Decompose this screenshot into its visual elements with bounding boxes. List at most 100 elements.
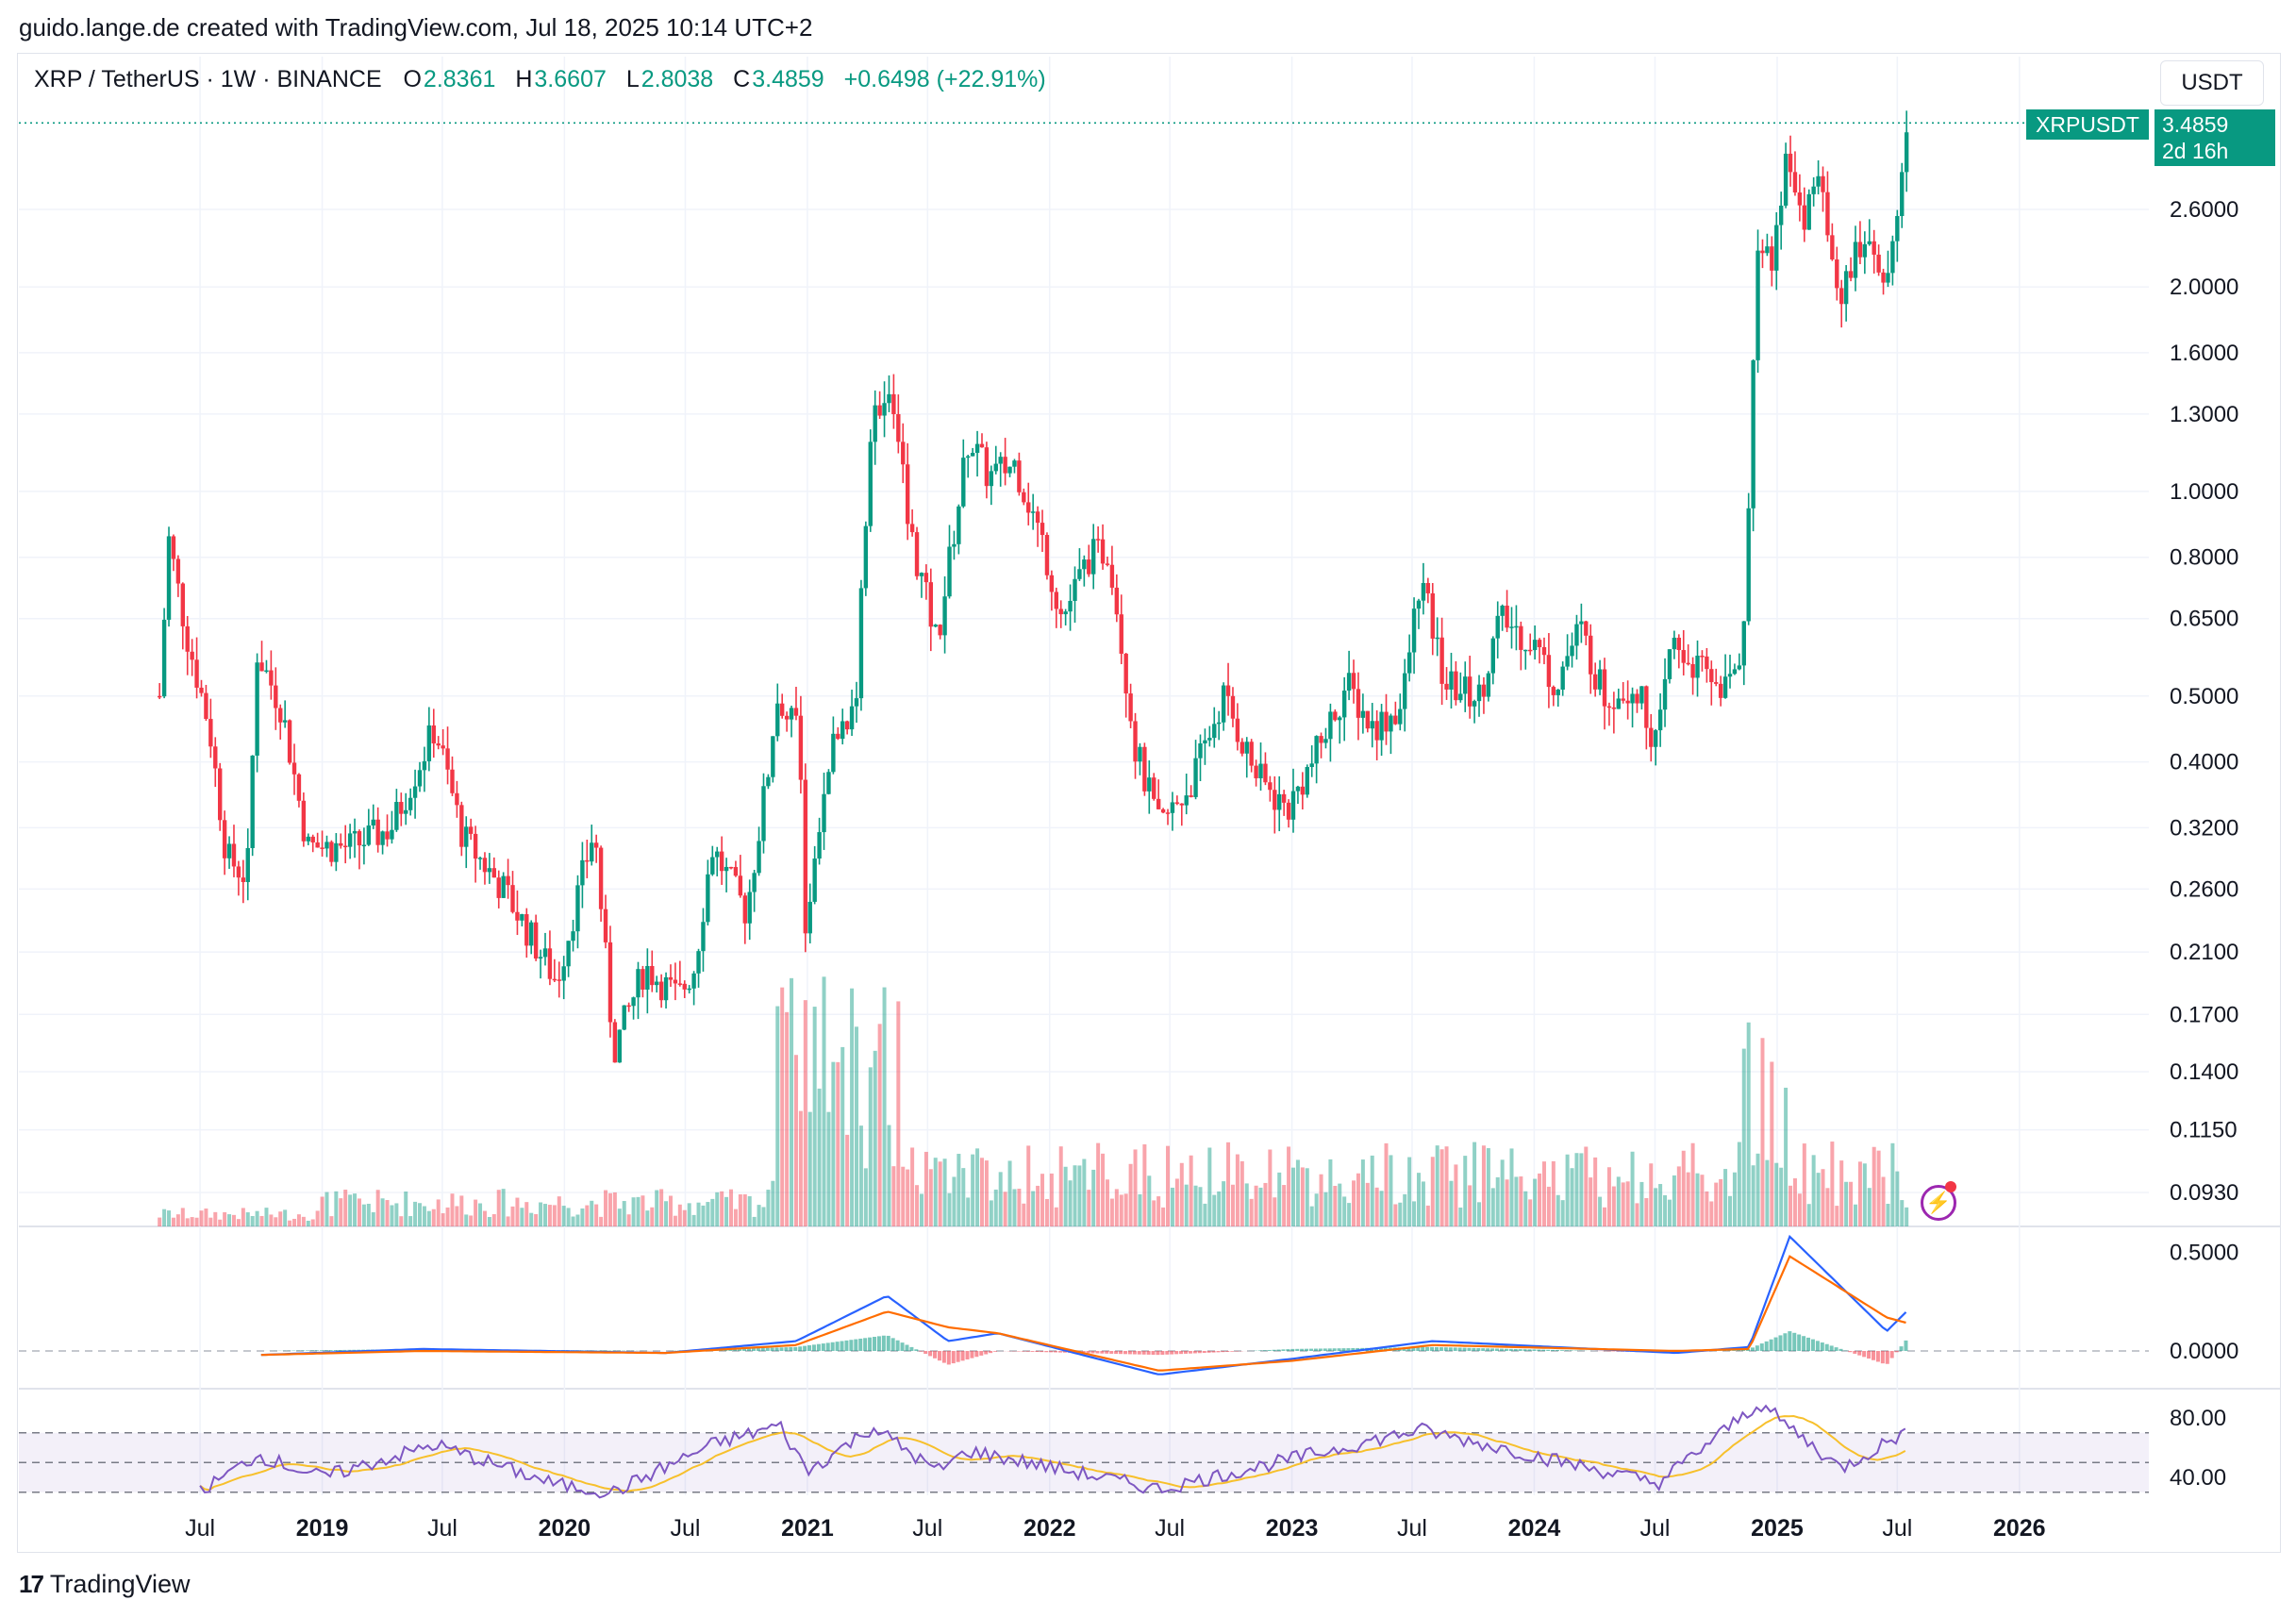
candle-body (1904, 132, 1909, 173)
candle-body (631, 997, 636, 1007)
candle-body (1105, 563, 1110, 565)
lightning-icon[interactable]: ⚡ (1921, 1185, 1956, 1221)
candle-body (798, 715, 804, 780)
macd-histogram-bar (1857, 1351, 1862, 1356)
volume-bar (1500, 1159, 1505, 1226)
volume-bar (1087, 1190, 1091, 1226)
candle-body (826, 772, 831, 794)
volume-bar (1333, 1185, 1338, 1226)
volume-bar (863, 1168, 868, 1226)
volume-bar (1063, 1166, 1068, 1226)
volume-bar (1872, 1146, 1876, 1226)
macd-histogram-bar (886, 1335, 890, 1351)
volume-bar (385, 1200, 390, 1226)
volume-bar (524, 1202, 529, 1226)
macd-histogram-bar (1262, 1350, 1267, 1351)
candle-body (506, 875, 510, 886)
macd-histogram-bar (928, 1351, 933, 1357)
volume-bar (1198, 1187, 1203, 1226)
volume-bar (701, 1205, 706, 1226)
volume-bar (1142, 1144, 1147, 1226)
candle-body (1532, 640, 1538, 651)
volume-bar (175, 1214, 180, 1226)
candle-body (1012, 460, 1017, 467)
volume-bar (771, 1180, 775, 1226)
candle-body (687, 988, 691, 991)
volume-bar (441, 1213, 445, 1226)
candle-body (445, 748, 450, 770)
volume-bar (469, 1215, 474, 1226)
tradingview-brand[interactable]: 17 TradingView (19, 1570, 191, 1599)
volume-bar (474, 1199, 478, 1226)
volume-bar (1732, 1172, 1737, 1226)
volume-bar (738, 1194, 742, 1226)
macd-histogram-bar (1527, 1349, 1532, 1351)
candle-body (812, 859, 817, 902)
high-value: 3.6607 (534, 66, 607, 92)
volume-bar (1398, 1202, 1403, 1226)
volume-bar (1890, 1142, 1895, 1226)
macd-histogram-bar (1899, 1346, 1904, 1351)
macd-histogram-bar (1481, 1348, 1486, 1351)
volume-bar (404, 1191, 408, 1226)
volume-bar (1789, 1185, 1793, 1226)
candle-body (673, 979, 678, 984)
volume-bar (1170, 1187, 1174, 1226)
candle-body (1886, 273, 1890, 283)
macd-histogram-bar (314, 1350, 319, 1351)
candle-body (1649, 727, 1654, 747)
candle-body (905, 464, 910, 525)
volume-bar (1226, 1142, 1231, 1226)
candle-body (1639, 686, 1644, 704)
macd-histogram-bar (1188, 1351, 1192, 1354)
volume-bar (1523, 1191, 1528, 1226)
volume-bar (975, 1148, 980, 1226)
price-axis-label: 0.2100 (2170, 940, 2238, 965)
high-label: H (515, 66, 533, 92)
volume-bar (1705, 1191, 1709, 1226)
candle-body (1114, 587, 1120, 615)
macd-histogram-bar (1021, 1351, 1025, 1352)
candle-body (658, 981, 664, 1001)
candle-body (766, 776, 771, 787)
candle-body (1672, 637, 1677, 650)
volume-bar (1123, 1193, 1128, 1226)
symbol-description[interactable]: XRP / TetherUS · 1W · BINANCE (34, 66, 382, 92)
time-axis-label: Jul (1882, 1515, 1912, 1542)
signal-line (260, 1255, 1906, 1372)
volume-bar (167, 1210, 172, 1226)
candle-body (1490, 638, 1495, 674)
candle-body (593, 842, 599, 848)
candle-body (677, 983, 683, 985)
macd-histogram-bar (1054, 1351, 1058, 1353)
volume-bar (1003, 1192, 1007, 1226)
volume-bar (1654, 1188, 1658, 1226)
volume-bar (361, 1204, 366, 1226)
candle-body (1584, 621, 1589, 636)
candle-body (1560, 666, 1565, 690)
candle-body (854, 698, 859, 707)
candle-body (1741, 621, 1746, 666)
candle-body (1165, 812, 1171, 814)
candle-body (1142, 746, 1147, 792)
candle-body (282, 720, 288, 723)
volume-bar (691, 1214, 696, 1226)
macd-histogram-bar (1221, 1351, 1225, 1353)
chart-frame[interactable] (17, 53, 2281, 1553)
volume-bar (1277, 1172, 1282, 1226)
volume-bar (478, 1203, 483, 1226)
volume-bar (807, 1111, 812, 1226)
candle-body (1848, 271, 1854, 278)
macd-histogram-bar (989, 1351, 993, 1354)
macd-histogram-bar (1373, 1347, 1378, 1351)
rsi-axis-label: 80.00 (2170, 1406, 2226, 1431)
macd-histogram-bar (1308, 1348, 1313, 1351)
currency-button[interactable]: USDT (2160, 60, 2264, 106)
volume-bar (952, 1176, 957, 1226)
candle-body (310, 836, 315, 842)
candle-body (157, 695, 162, 698)
volume-bar (1792, 1178, 1797, 1226)
candle-body (1500, 605, 1505, 616)
volume-bar (1644, 1197, 1649, 1226)
